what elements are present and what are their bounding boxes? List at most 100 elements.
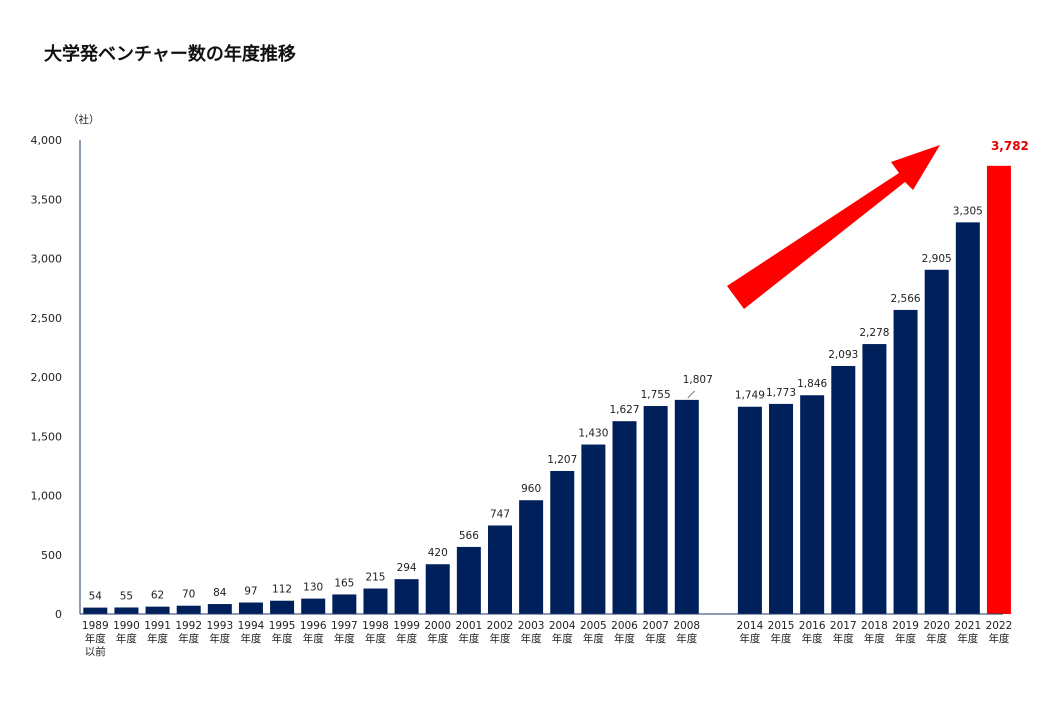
data-label: 1,207 (547, 454, 577, 466)
category-label: 年度 (614, 632, 635, 645)
bar (893, 309, 918, 614)
bar (924, 269, 949, 614)
category-label: 1998 (362, 620, 389, 632)
bar (674, 399, 699, 614)
data-label: 1,773 (766, 387, 796, 399)
bar (425, 564, 450, 614)
data-label: 1,807 (683, 374, 713, 386)
category-label: 年度 (178, 632, 199, 645)
bar (955, 222, 980, 615)
data-label: 97 (244, 586, 257, 598)
category-label: 年度 (833, 632, 854, 645)
category-label: 年度 (552, 632, 573, 645)
bar (394, 579, 419, 614)
category-label: 1996 (300, 620, 327, 632)
data-label: 84 (213, 587, 227, 599)
category-label: 2022 (986, 620, 1013, 632)
category-label: 2005 (580, 620, 607, 632)
chart-title: 大学発ベンチャー数の年度推移 (44, 44, 296, 65)
bar (487, 525, 512, 614)
category-label: 年度 (771, 632, 792, 645)
data-label: 1,430 (578, 428, 608, 440)
data-label: 1,846 (797, 378, 827, 390)
category-label: 年度 (645, 632, 666, 645)
category-label: 年度 (489, 632, 510, 645)
bar (581, 444, 606, 614)
category-label: 年度 (988, 632, 1009, 645)
category-label: 年度 (957, 632, 978, 645)
category-label: 年度 (926, 632, 947, 645)
category-label: 2016 (799, 620, 826, 632)
data-label: 54 (89, 591, 103, 603)
category-label: 1989 (82, 620, 109, 632)
y-tick-label: 4,000 (31, 134, 63, 147)
data-label: 1,749 (735, 390, 765, 402)
bar (519, 500, 544, 614)
bar (643, 406, 668, 614)
category-label: 2002 (487, 620, 514, 632)
bar (332, 594, 357, 614)
category-label: 年度 (272, 632, 293, 645)
data-label: 3,782 (991, 139, 1029, 153)
category-label: 2021 (954, 620, 981, 632)
bar (769, 403, 794, 614)
category-label: 年度 (303, 632, 324, 645)
category-label: 年度 (365, 632, 386, 645)
category-label: 年度 (147, 632, 168, 645)
category-label: 2007 (642, 620, 669, 632)
category-label: 1997 (331, 620, 358, 632)
bar (145, 606, 170, 614)
data-label: 55 (120, 590, 133, 602)
category-label: 2018 (861, 620, 888, 632)
bar (238, 602, 263, 614)
bar (612, 421, 637, 614)
category-label: 2020 (923, 620, 950, 632)
data-label: 70 (182, 589, 195, 601)
category-label: 年度 (676, 632, 697, 645)
bar (363, 588, 388, 614)
category-label: 1993 (206, 620, 233, 632)
category-label: 2001 (455, 620, 482, 632)
data-label: 3,305 (953, 205, 983, 217)
bar (270, 600, 295, 614)
category-label: 年度 (583, 632, 604, 645)
y-tick-label: 3,000 (31, 253, 63, 266)
category-label: 年度 (895, 632, 916, 645)
category-label: 2014 (737, 620, 764, 632)
data-label: 294 (397, 562, 417, 574)
data-label: 62 (151, 590, 164, 602)
category-label: 2004 (549, 620, 576, 632)
y-tick-label: 3,500 (31, 193, 63, 206)
category-label: 1992 (175, 620, 202, 632)
y-axis-unit-label: （社） (68, 113, 100, 126)
category-label: 年度 (521, 632, 542, 645)
data-label: 1,755 (641, 389, 671, 401)
data-label: 165 (334, 577, 354, 589)
data-label: 420 (428, 547, 448, 559)
data-label: 566 (459, 530, 479, 542)
category-label: 2006 (611, 620, 638, 632)
y-tick-label: 500 (41, 549, 62, 562)
category-label: 年度 (116, 632, 137, 645)
category-label: 年度 (240, 632, 261, 645)
data-label: 1,627 (609, 404, 639, 416)
data-label: 960 (521, 483, 541, 495)
bar-highlight (986, 165, 1011, 614)
data-label: 2,093 (828, 349, 858, 361)
bar (207, 604, 232, 614)
category-label: 年度 (334, 632, 355, 645)
category-label: 1994 (238, 620, 265, 632)
category-label: 年度 (396, 632, 417, 645)
category-label: 年度 (739, 632, 760, 645)
data-label: 130 (303, 582, 323, 594)
y-axis-ticks: 0 500 1,000 1,500 2,000 2,500 3,000 3,500 4,000 (31, 134, 63, 621)
data-label: 112 (272, 584, 292, 596)
category-label: 2003 (518, 620, 545, 632)
bar (301, 598, 326, 614)
bar (800, 395, 825, 614)
bar (831, 365, 856, 614)
category-label: 年度 (802, 632, 823, 645)
bar (862, 344, 887, 614)
category-label: 1995 (269, 620, 296, 632)
